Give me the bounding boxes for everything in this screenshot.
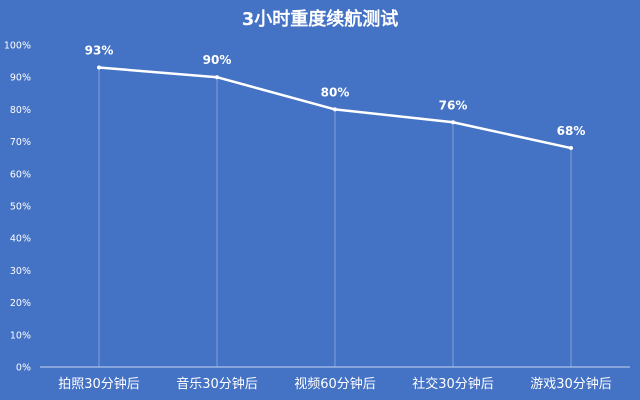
data-label: 93% (85, 44, 114, 58)
y-tick-label: 40% (10, 234, 31, 245)
y-tick-label: 30% (10, 266, 31, 277)
data-point (215, 75, 219, 80)
data-label: 90% (203, 53, 232, 67)
y-tick-label: 50% (10, 202, 31, 213)
y-tick-label: 0% (16, 363, 31, 374)
data-point (451, 120, 455, 125)
data-point (97, 65, 101, 70)
y-tick-label: 100% (4, 41, 31, 52)
x-tick-label: 社交30分钟后 (412, 376, 494, 392)
y-tick-label: 10% (10, 330, 31, 341)
x-tick-label: 拍照30分钟后 (58, 376, 140, 392)
y-tick-label: 80% (10, 105, 31, 116)
y-tick-label: 70% (10, 137, 31, 148)
x-tick-label: 游戏30分钟后 (530, 376, 612, 392)
y-tick-label: 90% (10, 73, 31, 84)
x-axis: 拍照30分钟后 音乐30分钟后 视频60分钟后 社交30分钟后 游戏30分钟后 (58, 376, 612, 392)
data-label: 68% (557, 124, 586, 138)
data-label: 80% (321, 85, 350, 99)
y-axis: 0% 10% 20% 30% 40% 50% 60% 70% 80% 90% 100% (4, 41, 31, 374)
data-point (569, 146, 573, 151)
data-label: 76% (439, 98, 468, 112)
grid-lines (40, 67, 630, 368)
chart-title: 3小时重度续航测试 (242, 8, 399, 30)
y-tick-label: 20% (10, 298, 31, 309)
x-tick-label: 音乐30分钟后 (176, 376, 258, 392)
data-point (333, 107, 337, 112)
y-tick-label: 60% (10, 169, 31, 180)
series: 93% 90% 80% 76% 68% (85, 44, 586, 151)
x-tick-label: 视频60分钟后 (294, 376, 376, 392)
